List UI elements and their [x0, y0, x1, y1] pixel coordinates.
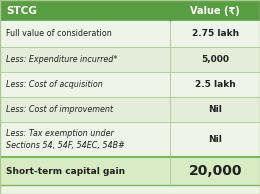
Text: Full value of consideration: Full value of consideration — [6, 29, 112, 38]
Text: Nil: Nil — [208, 135, 222, 144]
Bar — [0, 21, 260, 47]
Text: Less: Tax exemption under
Sections 54, 54F, 54EC, 54B#: Less: Tax exemption under Sections 54, 5… — [6, 129, 125, 150]
Text: Less: Cost of acquisition: Less: Cost of acquisition — [6, 80, 103, 89]
Bar — [0, 122, 260, 157]
Text: Short-term capital gain: Short-term capital gain — [6, 166, 125, 176]
Text: 2.5 lakh: 2.5 lakh — [195, 80, 236, 89]
Text: 2.75 lakh: 2.75 lakh — [192, 29, 239, 38]
Text: Less: Expenditure incurred*: Less: Expenditure incurred* — [6, 55, 117, 64]
Bar — [0, 72, 260, 97]
Text: 20,000: 20,000 — [188, 164, 242, 178]
Text: Nil: Nil — [208, 105, 222, 114]
Bar — [0, 0, 260, 21]
Text: STCG: STCG — [6, 5, 37, 16]
Bar — [0, 97, 260, 122]
Text: 5,000: 5,000 — [201, 55, 229, 64]
Bar — [0, 157, 260, 185]
Text: Less: Cost of improvement: Less: Cost of improvement — [6, 105, 113, 114]
Text: Value (₹): Value (₹) — [190, 5, 240, 16]
Bar — [0, 47, 260, 72]
